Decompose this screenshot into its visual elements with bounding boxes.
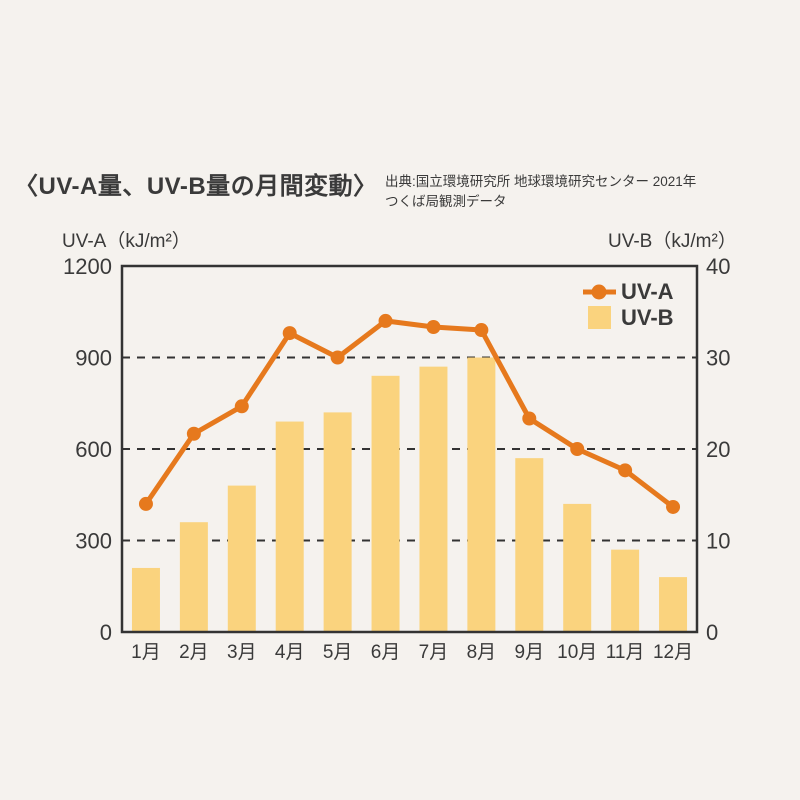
- uva-point-3月: [234, 399, 249, 414]
- uva-point-7月: [426, 320, 441, 334]
- uvb-bar-7月: [419, 366, 448, 632]
- right-tick-label-40: 40: [706, 254, 730, 279]
- chart-title: 〈UV-A量、UV-B量の月間変動〉: [14, 173, 378, 200]
- uva-point-10月: [570, 442, 585, 456]
- uvb-bar-2月: [179, 522, 208, 632]
- uvb-bar-5月: [323, 412, 352, 632]
- left-tick-label-300: 300: [75, 529, 112, 554]
- month-label-10月: 10月: [557, 642, 597, 663]
- source-line-2: つくば局観測データ: [385, 193, 507, 209]
- left-tick-label-0: 0: [100, 620, 112, 645]
- uvb-bar-9月: [515, 458, 544, 632]
- uvb-bar-6月: [371, 375, 400, 632]
- left-tick-label-1200: 1200: [63, 254, 112, 279]
- month-label-4月: 4月: [275, 642, 305, 663]
- right-tick-label-30: 30: [706, 346, 730, 371]
- uvb-bar-11月: [611, 549, 640, 632]
- uvb-bar-4月: [275, 421, 304, 632]
- legend-row-uvb: UV-B: [582, 306, 674, 329]
- month-label-5月: 5月: [323, 642, 353, 663]
- uva-point-1月: [138, 496, 153, 511]
- right-axis-unit-label: UV-B（kJ/m²）: [608, 231, 737, 252]
- month-label-3月: 3月: [227, 642, 257, 663]
- month-label-2月: 2月: [179, 642, 209, 663]
- uvb-bar-3月: [227, 485, 256, 632]
- source-note: 出典:国立環境研究所 地球環境研究センター 2021年 つくば局観測データ: [385, 172, 785, 211]
- source-line-1: 出典:国立環境研究所 地球環境研究センター 2021年: [385, 174, 697, 189]
- uva-point-2月: [186, 426, 201, 441]
- left-tick-label-600: 600: [75, 437, 112, 462]
- uva-point-9月: [522, 411, 537, 426]
- uvb-bar-10月: [563, 503, 592, 632]
- uvb-bar-12月: [659, 577, 688, 632]
- uvb-bar-8月: [467, 357, 496, 632]
- legend-label-uvb: UV-B: [621, 304, 674, 330]
- uva-point-8月: [474, 323, 489, 338]
- right-tick-label-0: 0: [706, 620, 718, 645]
- uvb-swatch-icon: [588, 306, 611, 329]
- uva-point-12月: [666, 499, 681, 514]
- uva-line: [143, 318, 676, 510]
- uva-point-11月: [618, 463, 633, 478]
- plot-frame: [120, 264, 699, 634]
- uvb-bar-1月: [131, 567, 160, 632]
- right-tick-label-10: 10: [706, 529, 730, 554]
- month-label-6月: 6月: [371, 642, 401, 663]
- legend-row-uva: UV-A: [582, 281, 674, 303]
- month-label-1月: 1月: [131, 642, 161, 663]
- month-label-8月: 8月: [467, 642, 497, 663]
- legend-label-uva: UV-A: [621, 279, 674, 304]
- right-tick-label-20: 20: [706, 437, 730, 462]
- month-label-9月: 9月: [515, 642, 545, 663]
- chart-legend: UV-A UV-B: [582, 281, 674, 329]
- month-label-7月: 7月: [419, 642, 449, 663]
- month-label-12月: 12月: [653, 642, 693, 663]
- month-label-11月: 11月: [606, 642, 645, 663]
- uva-line-marker-icon: [583, 284, 616, 300]
- left-tick-label-900: 900: [75, 346, 112, 371]
- uva-point-5月: [330, 350, 345, 365]
- uva-point-4月: [282, 326, 297, 341]
- uva-point-6月: [378, 313, 393, 328]
- left-axis-unit-label: UV-A（kJ/m²）: [62, 231, 191, 252]
